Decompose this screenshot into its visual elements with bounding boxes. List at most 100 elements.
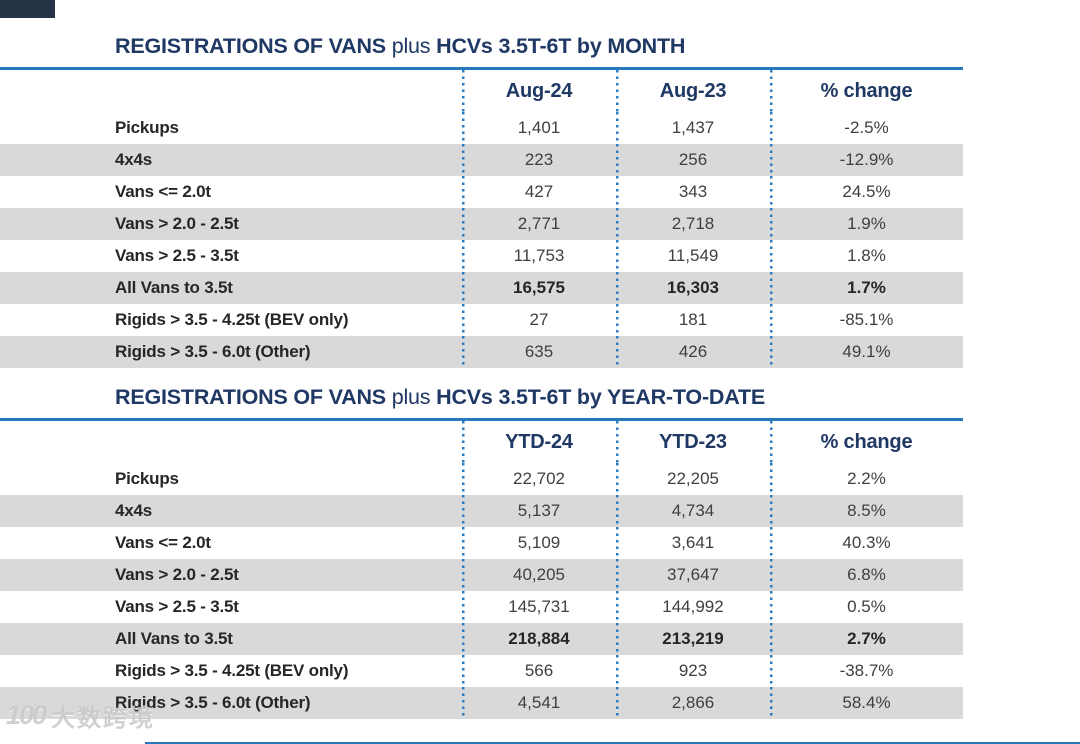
title-underline-rule [0, 67, 963, 70]
table-row: Vans > 2.0 - 2.5t 2,771 2,718 1.9% [0, 208, 963, 240]
row-value: 1.9% [770, 208, 963, 240]
column-header-prior: YTD-23 [616, 421, 770, 463]
title-regular-segment: plus [385, 385, 437, 409]
ytd-registrations-table: REGISTRATIONS OF VANS plus HCVs 3.5T-6T … [0, 368, 963, 719]
row-label: Vans > 2.5 - 3.5t [115, 246, 239, 265]
column-header-prior: Aug-23 [616, 70, 770, 112]
table-row: Vans <= 2.0t 427 343 24.5% [0, 176, 963, 208]
column-header-change: % change [770, 70, 963, 112]
row-value: 16,303 [616, 272, 770, 304]
row-label: Rigids > 3.5 - 6.0t (Other) [115, 693, 311, 712]
row-label: Vans <= 2.0t [115, 533, 211, 552]
row-value: 24.5% [770, 176, 963, 208]
row-value: 2,866 [616, 687, 770, 719]
row-value: 2.2% [770, 463, 963, 495]
row-value: 11,549 [616, 240, 770, 272]
row-value: 6.8% [770, 559, 963, 591]
row-label: Rigids > 3.5 - 4.25t (BEV only) [115, 661, 349, 680]
row-value: 3,641 [616, 527, 770, 559]
table-row: Vans <= 2.0t 5,109 3,641 40.3% [0, 527, 963, 559]
row-value: 58.4% [770, 687, 963, 719]
row-value: -2.5% [770, 112, 963, 144]
row-value: 37,647 [616, 559, 770, 591]
title-bold-segment: REGISTRATIONS OF VANS [115, 385, 386, 409]
table-row: Vans > 2.0 - 2.5t 40,205 37,647 6.8% [0, 559, 963, 591]
row-label: Vans > 2.0 - 2.5t [115, 214, 239, 233]
monthly-registrations-table: REGISTRATIONS OF VANS plus HCVs 3.5T-6T … [0, 0, 963, 368]
row-value: 40,205 [462, 559, 616, 591]
table-row: Pickups 22,702 22,205 2.2% [0, 463, 963, 495]
title-bold-segment: HCVs 3.5T-6T by YEAR-TO-DATE [436, 385, 766, 409]
row-value: 4,541 [462, 687, 616, 719]
row-value: 427 [462, 176, 616, 208]
watermark: 100 大数跨境 [6, 698, 155, 733]
table-row: Vans > 2.5 - 3.5t 11,753 11,549 1.8% [0, 240, 963, 272]
row-label-header-spacer [0, 421, 462, 463]
row-value: 22,702 [462, 463, 616, 495]
ytd-table-title: REGISTRATIONS OF VANS plus HCVs 3.5T-6T … [0, 368, 963, 418]
table-row: 4x4s 223 256 -12.9% [0, 144, 963, 176]
row-label: Rigids > 3.5 - 6.0t (Other) [115, 342, 311, 361]
table-row: Pickups 1,401 1,437 -2.5% [0, 112, 963, 144]
row-value: 2,771 [462, 208, 616, 240]
row-value: 256 [616, 144, 770, 176]
row-value: 213,219 [616, 623, 770, 655]
monthly-table-title: REGISTRATIONS OF VANS plus HCVs 3.5T-6T … [0, 0, 963, 67]
row-value: 16,575 [462, 272, 616, 304]
bottom-rule [145, 742, 1080, 744]
row-value: 5,109 [462, 527, 616, 559]
row-value: 49.1% [770, 336, 963, 368]
row-value: 1,401 [462, 112, 616, 144]
row-value: 1.7% [770, 272, 963, 304]
row-label: 4x4s [115, 501, 153, 520]
row-value: 145,731 [462, 591, 616, 623]
row-label: 4x4s [115, 150, 153, 169]
row-value: 218,884 [462, 623, 616, 655]
row-value: 566 [462, 655, 616, 687]
column-header-current: YTD-24 [462, 421, 616, 463]
row-label: Vans > 2.5 - 3.5t [115, 597, 239, 616]
watermark-logo-icon: 100 [6, 700, 47, 730]
row-label: All Vans to 3.5t [115, 629, 233, 648]
title-bold-segment: REGISTRATIONS OF VANS [115, 34, 386, 58]
table-body: Pickups 1,401 1,437 -2.5% 4x4s 223 256 -12.9% Va… [0, 112, 963, 368]
row-value: -38.7% [770, 655, 963, 687]
row-value: 223 [462, 144, 616, 176]
row-value: 923 [616, 655, 770, 687]
row-value: -85.1% [770, 304, 963, 336]
column-header-row: Aug-24 Aug-23 % change [0, 70, 963, 112]
table-row: 4x4s 5,137 4,734 8.5% [0, 495, 963, 527]
row-label: Pickups [115, 118, 179, 137]
title-regular-segment: plus [385, 34, 437, 58]
row-value: 0.5% [770, 591, 963, 623]
row-value: -12.9% [770, 144, 963, 176]
table-row: Vans > 2.5 - 3.5t 145,731 144,992 0.5% [0, 591, 963, 623]
row-value: 1.8% [770, 240, 963, 272]
row-value: 343 [616, 176, 770, 208]
row-value: 11,753 [462, 240, 616, 272]
table-row: Rigids > 3.5 - 6.0t (Other) 635 426 49.1% [0, 336, 963, 368]
title-underline-rule [0, 418, 963, 421]
table-row: All Vans to 3.5t 218,884 213,219 2.7% [0, 623, 963, 655]
row-label: Vans <= 2.0t [115, 182, 211, 201]
row-value: 426 [616, 336, 770, 368]
watermark-text: 大数跨境 [51, 705, 156, 732]
row-value: 40.3% [770, 527, 963, 559]
row-value: 181 [616, 304, 770, 336]
row-label: Rigids > 3.5 - 4.25t (BEV only) [115, 310, 349, 329]
row-value: 5,137 [462, 495, 616, 527]
table-row: All Vans to 3.5t 16,575 16,303 1.7% [0, 272, 963, 304]
row-value: 4,734 [616, 495, 770, 527]
row-value: 2,718 [616, 208, 770, 240]
column-header-change: % change [770, 421, 963, 463]
row-label: All Vans to 3.5t [115, 278, 233, 297]
row-value: 1,437 [616, 112, 770, 144]
row-value: 2.7% [770, 623, 963, 655]
table-row: Rigids > 3.5 - 4.25t (BEV only) 566 923 -38… [0, 655, 963, 687]
row-value: 8.5% [770, 495, 963, 527]
column-header-row: YTD-24 YTD-23 % change [0, 421, 963, 463]
row-label: Vans > 2.0 - 2.5t [115, 565, 239, 584]
table-row: Rigids > 3.5 - 4.25t (BEV only) 27 181 -85.… [0, 304, 963, 336]
row-label-header-spacer [0, 70, 462, 112]
